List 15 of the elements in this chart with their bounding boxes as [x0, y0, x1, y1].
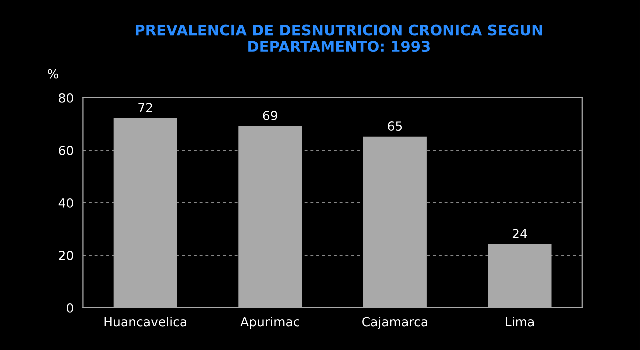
y-tick-label: 40 [58, 198, 74, 208]
data-label: 72 [138, 103, 152, 112]
y-tick-label: 80 [59, 93, 74, 103]
x-tick-label: Cajamarca [362, 317, 428, 330]
y-tick-label: 20 [59, 250, 74, 260]
data-label: 69 [263, 111, 278, 121]
x-tick-label: Apurimac [240, 317, 300, 330]
chart-title: PREVALENCIA DE DESNUTRICION CRONICA SEGUN DEPARTAMENTO: 1993 [136, 24, 542, 52]
x-tick-label: Lima [506, 317, 534, 327]
x-tick-label: Huancavelica [104, 317, 186, 327]
data-label: 24 [512, 229, 528, 238]
y-axis-title: % [48, 69, 58, 79]
y-tick-label: 0 [67, 303, 74, 313]
y-tick-label: 60 [59, 146, 74, 156]
data-label: 65 [388, 122, 402, 132]
